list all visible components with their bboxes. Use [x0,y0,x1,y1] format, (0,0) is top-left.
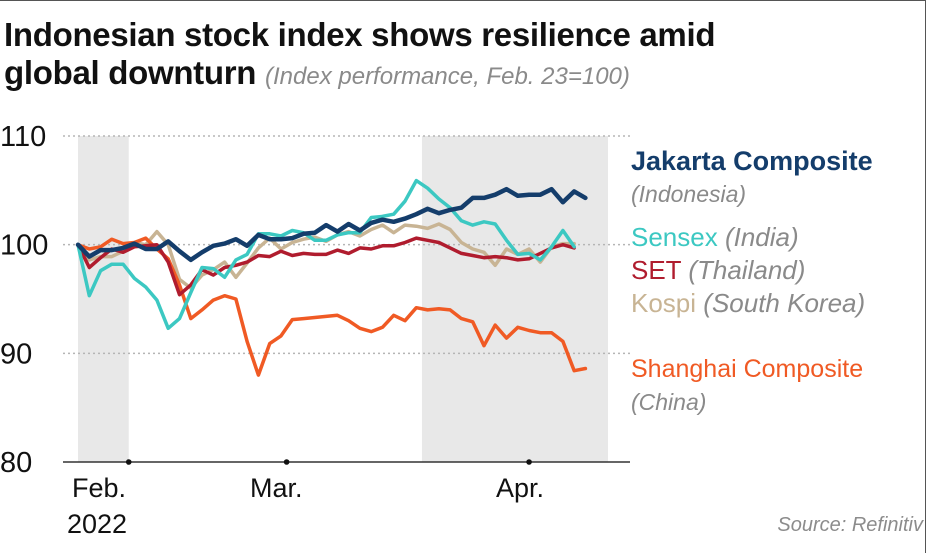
x-tick-mark-2 [526,459,532,465]
legend-kospi-name: Kospi [631,288,697,318]
x-tick-mark-0 [125,459,132,465]
title-line-1: Indonesian stock index shows resilience … [4,16,716,53]
chart-title: Indonesian stock index shows resilience … [4,16,716,96]
x-tick-label-feb: Feb. [72,473,126,503]
title-line-2-text: global downturn [4,54,257,91]
y-tick-label-90: 90 [0,338,32,370]
legend-jakarta: Jakarta Composite [631,146,873,176]
y-tick-label-100: 100 [0,230,48,262]
legend-shanghai-country: (China) [631,389,707,415]
y-tick-label-80: 80 [0,447,32,479]
series-line-sensex [76,178,576,331]
x-tick-sublabel-year: 2022 [67,509,127,539]
x-tick-mark-1 [283,459,290,465]
source-note: Source: Refinitiv [777,514,923,536]
legend-sensex-country: (India) [724,222,799,252]
legend-set: SET (Thailand) [631,255,805,285]
x-tick-label-mar: Mar. [250,473,303,503]
legend-kospi-country: (South Korea) [703,288,866,318]
title-line-2: global downturn (Index performance, Feb.… [4,54,715,96]
legend-sensex: Sensex (India) [631,222,799,252]
legend-set-name: SET [631,255,682,285]
legend-set-country: (Thailand) [688,255,806,285]
series-line-set [76,236,576,297]
legend-sensex-name: Sensex [631,222,718,252]
chart-subtitle: (Index performance, Feb. 23=100) [265,63,630,90]
shaded-band-0 [78,136,129,462]
x-tick-label-apr: Apr. [496,473,544,503]
legend-jakarta-name: Jakarta Composite [631,146,873,176]
legend-jakarta-country: (Indonesia) [631,181,747,207]
series-line-jakarta [75,186,588,263]
legend-kospi: Kospi (South Korea) [631,288,865,318]
legend-shanghai: Shanghai Composite [631,354,863,384]
shaded-band-1 [421,136,608,462]
y-tick-label-110: 110 [0,121,46,153]
legend-shanghai-name: Shanghai Composite [631,355,864,383]
